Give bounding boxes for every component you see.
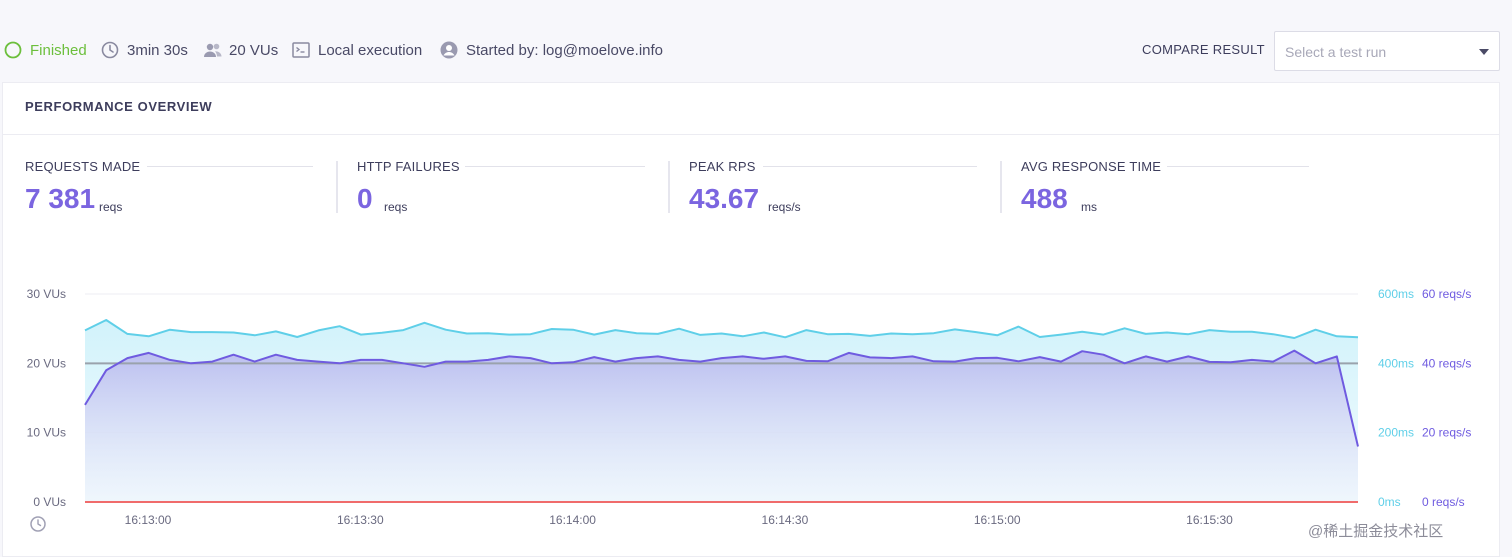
x-tick-label: 16:13:00	[125, 513, 172, 527]
watermark: @稀土掘金技术社区	[1308, 520, 1443, 541]
y-right-rps-tick-label: 20 reqs/s	[1422, 426, 1471, 440]
y-left-tick-label: 10 VUs	[27, 426, 66, 440]
x-tick-label: 16:15:00	[974, 513, 1021, 527]
y-left-tick-label: 30 VUs	[27, 287, 66, 301]
y-right-rps-tick-label: 40 reqs/s	[1422, 356, 1471, 370]
y-left-tick-label: 20 VUs	[27, 356, 66, 370]
x-tick-label: 16:14:00	[549, 513, 596, 527]
x-tick-label: 16:14:30	[762, 513, 809, 527]
x-tick-label: 16:13:30	[337, 513, 384, 527]
x-tick-label: 16:15:30	[1186, 513, 1233, 527]
request-rate-area	[85, 351, 1358, 502]
performance-chart[interactable]: 0 VUs 0ms 0 reqs/s 10 VUs 200ms 20 reqs/s 20 V…	[0, 0, 1512, 557]
series-areas	[85, 320, 1358, 502]
time-clock-icon	[31, 517, 45, 531]
y-left-tick-label: 0 VUs	[33, 495, 66, 509]
y-right-ms-tick-label: 400ms	[1378, 356, 1414, 370]
y-right-ms-tick-label: 600ms	[1378, 287, 1414, 301]
y-right-ms-tick-label: 0ms	[1378, 495, 1401, 509]
y-right-rps-tick-label: 60 reqs/s	[1422, 287, 1471, 301]
y-right-ms-tick-label: 200ms	[1378, 426, 1414, 440]
y-right-rps-tick-label: 0 reqs/s	[1422, 495, 1465, 509]
